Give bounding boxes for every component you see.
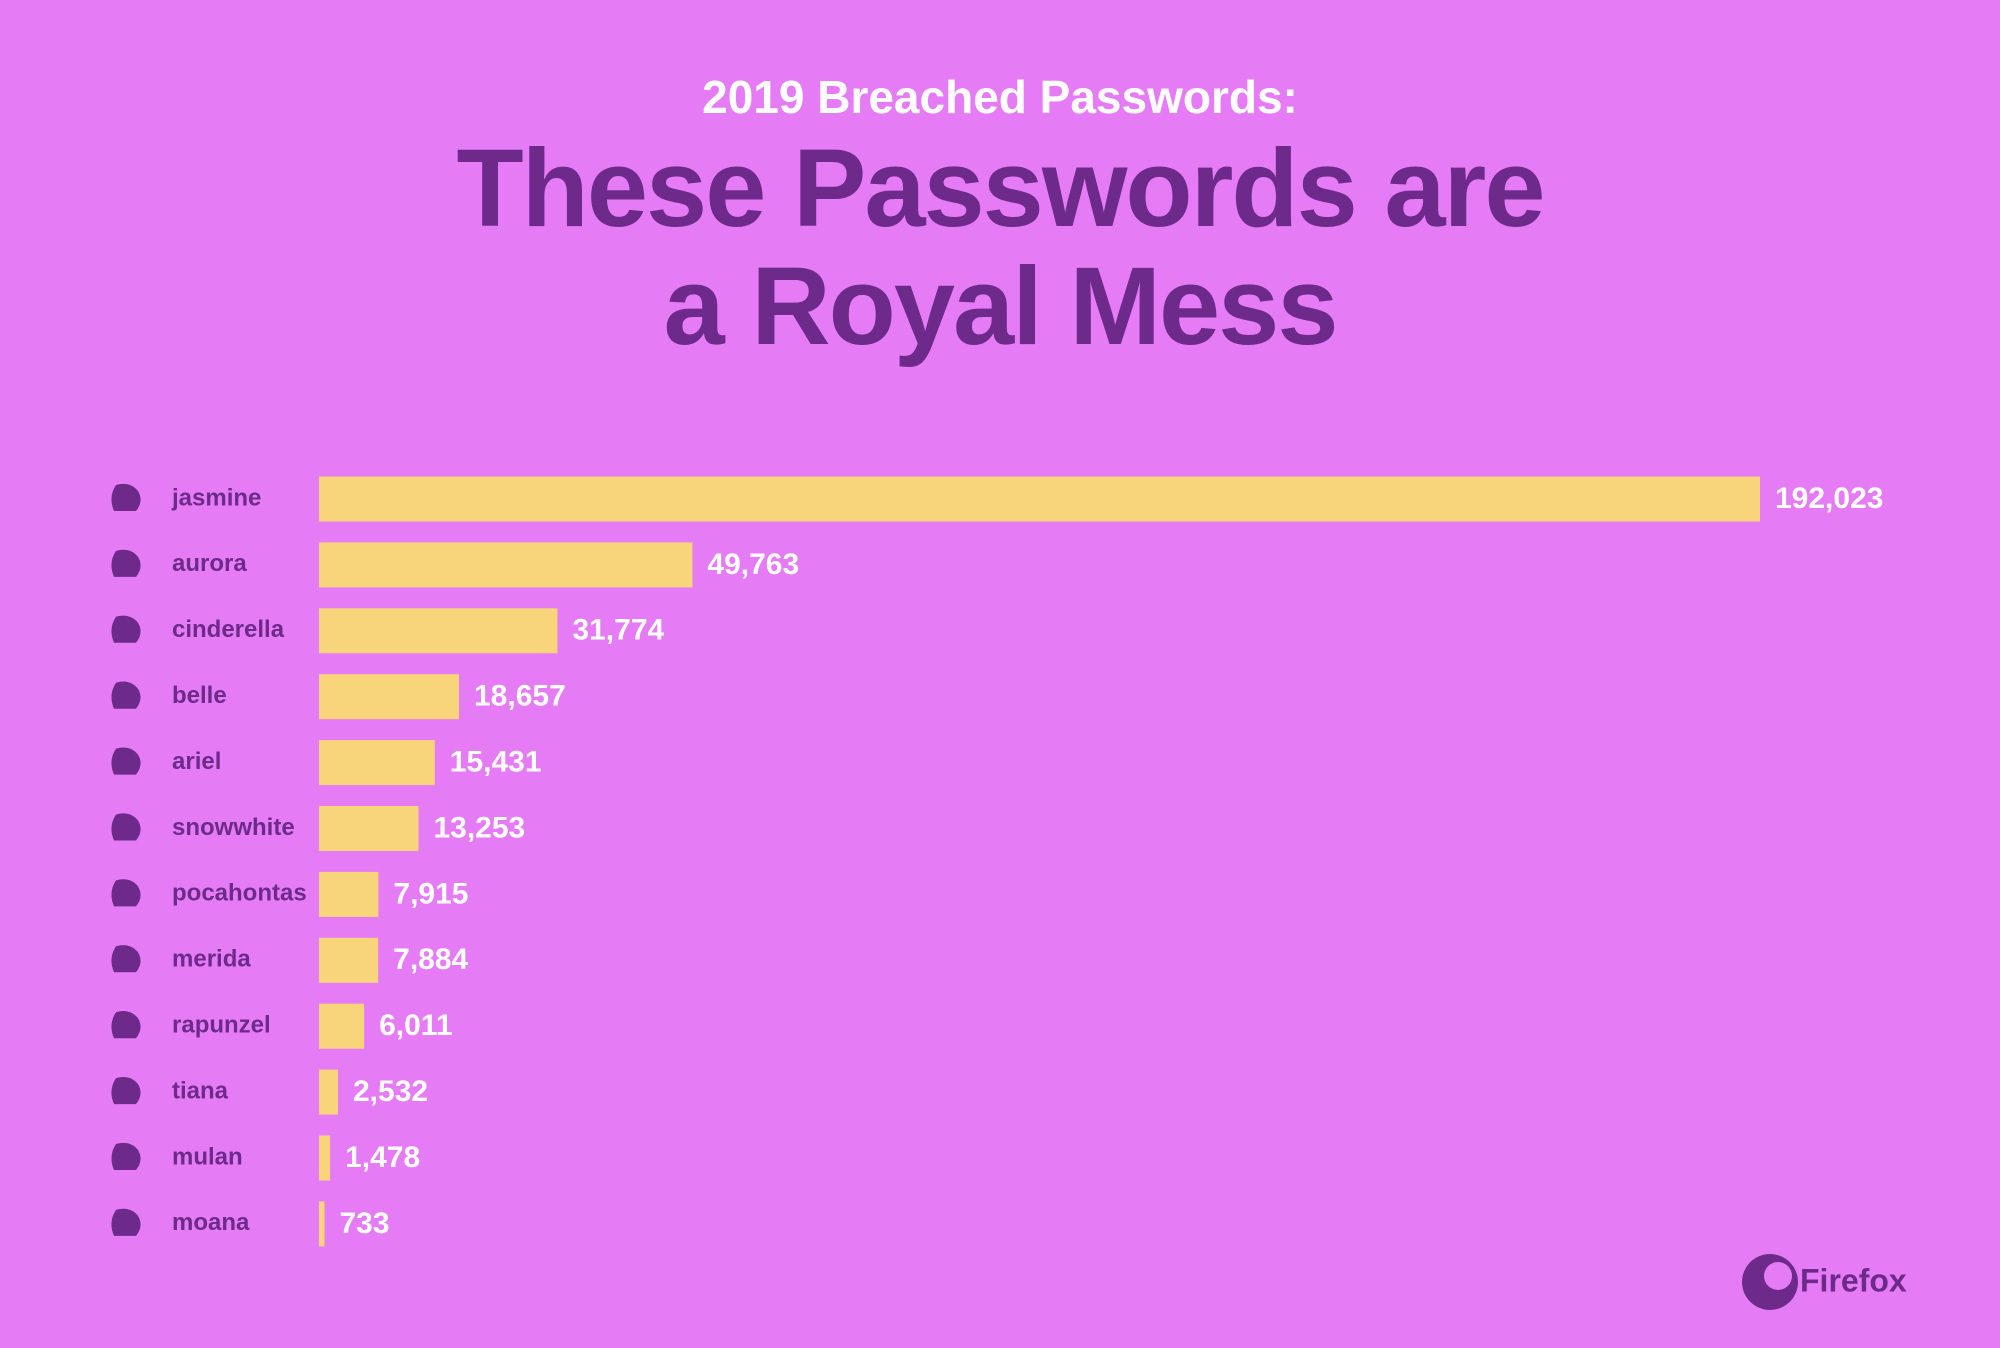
value-label: 192,023 <box>1775 482 1883 515</box>
value-label: 18,657 <box>474 680 566 713</box>
bar <box>319 806 419 851</box>
value-label: 1,478 <box>345 1141 420 1174</box>
category-label: pocahontas <box>172 880 307 907</box>
icon <box>111 549 141 577</box>
category-label: aurora <box>172 550 247 577</box>
value-label: 49,763 <box>707 548 799 581</box>
bar <box>319 674 460 720</box>
category-label: tiana <box>172 1077 229 1104</box>
category-label: jasmine <box>171 484 261 511</box>
value-label: 2,532 <box>353 1075 428 1108</box>
icon <box>111 1142 141 1170</box>
category-label: snowwhite <box>172 814 295 841</box>
bar <box>319 1003 365 1049</box>
value-label: 7,884 <box>393 943 468 976</box>
bar <box>319 1201 325 1247</box>
bar <box>319 608 558 654</box>
bar <box>319 476 1760 522</box>
category-label: merida <box>172 946 251 973</box>
brand-name: Firefox <box>1800 1262 1907 1298</box>
category-label: ariel <box>172 748 221 775</box>
icon <box>111 1208 141 1236</box>
category-label: cinderella <box>172 616 285 643</box>
firefox-logo: Firefox <box>1742 1254 1907 1310</box>
bar <box>319 1069 339 1115</box>
bar <box>319 740 435 786</box>
chart-subtitle: 2019 Breached Passwords: <box>702 71 1298 123</box>
value-label: 6,011 <box>379 1009 452 1042</box>
icon <box>111 879 141 907</box>
icon <box>111 813 141 841</box>
logo-icon-inner <box>1764 1262 1792 1290</box>
icon <box>111 681 141 709</box>
icon <box>111 1076 141 1105</box>
category-label: moana <box>172 1209 250 1236</box>
value-label: 13,253 <box>433 811 525 844</box>
bar <box>319 542 693 588</box>
value-label: 15,431 <box>450 746 542 779</box>
icon <box>111 615 141 643</box>
chart-title: These Passwords are a Royal Mess <box>456 127 1545 368</box>
icon <box>111 945 141 973</box>
bar <box>319 937 379 983</box>
bar <box>319 871 379 917</box>
category-label: mulan <box>172 1143 243 1170</box>
icon <box>111 483 141 511</box>
category-label: belle <box>172 682 227 709</box>
value-label: 733 <box>340 1207 390 1240</box>
bar <box>319 1135 331 1181</box>
icon <box>111 1011 141 1039</box>
icon <box>111 747 141 775</box>
value-label: 31,774 <box>572 614 664 647</box>
value-label: 7,915 <box>393 877 468 910</box>
category-label: rapunzel <box>172 1012 271 1039</box>
